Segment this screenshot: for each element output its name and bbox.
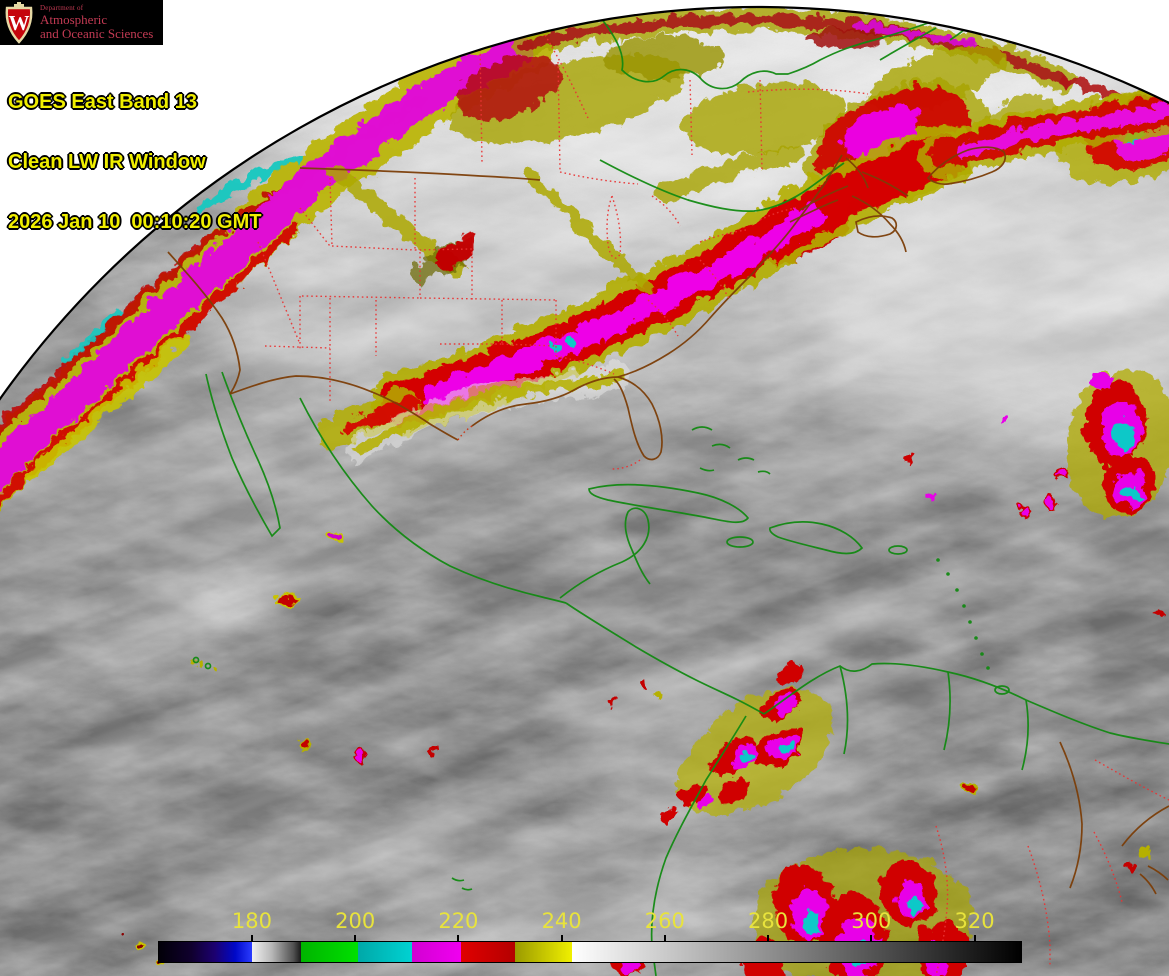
coastlines-brown	[167, 146, 1169, 895]
colorbar-tick	[870, 935, 873, 942]
institution-banner: W Department of Atmospheric and Oceanic …	[0, 0, 163, 45]
colorbar-tick-label: 180	[231, 909, 272, 933]
colorbar-tick-label: 280	[748, 909, 789, 933]
timestamp: 2026 Jan 10 00:10:20 GMT	[8, 211, 262, 233]
colorbar-tick-label: 240	[541, 909, 582, 933]
colorbar-tick	[663, 935, 666, 942]
colorbar-segment	[159, 942, 252, 962]
colorbar-tick-label: 260	[644, 909, 685, 933]
logo-department-prefix: Department of	[40, 4, 84, 12]
temperature-colorbar: 180 200 220 240 260 280 300 320	[158, 909, 1022, 963]
colorbar-tick	[973, 935, 976, 942]
colorbar-segment	[411, 942, 461, 962]
colorbar-segment	[357, 942, 412, 962]
colorbar-tick	[457, 935, 460, 942]
logo-line-2: and Oceanic Sciences	[40, 26, 154, 41]
image-annotation: GOES East Band 13 Clean LW IR Window 202…	[8, 52, 261, 252]
colorbar-segment	[515, 942, 572, 962]
colorbar-segment	[460, 942, 516, 962]
svg-text:W: W	[9, 11, 30, 35]
product-subtitle: Clean LW IR Window	[8, 151, 206, 173]
colorbar-tick-label: 320	[954, 909, 995, 933]
colorbar-tick	[250, 935, 253, 942]
state-borders-red	[257, 34, 1169, 976]
colorbar-tick-label: 300	[851, 909, 892, 933]
colorbar-tick	[767, 935, 770, 942]
earth-limb	[0, 6, 1169, 401]
colorbar-tick	[560, 935, 563, 942]
logo-line-1: Atmospheric	[40, 12, 108, 27]
university-crest-icon: W	[5, 2, 33, 44]
colorbar-segment	[300, 942, 358, 962]
country-borders-green	[192, 7, 1169, 976]
colorbar-segment	[251, 942, 301, 962]
product-title: GOES East Band 13	[8, 91, 197, 113]
colorbar-segment	[571, 942, 1021, 962]
storm-overlays	[0, 7, 1169, 976]
colorbar-tick	[354, 935, 357, 942]
colorbar-tick-label: 220	[438, 909, 479, 933]
colorbar-tick-label: 200	[335, 909, 376, 933]
